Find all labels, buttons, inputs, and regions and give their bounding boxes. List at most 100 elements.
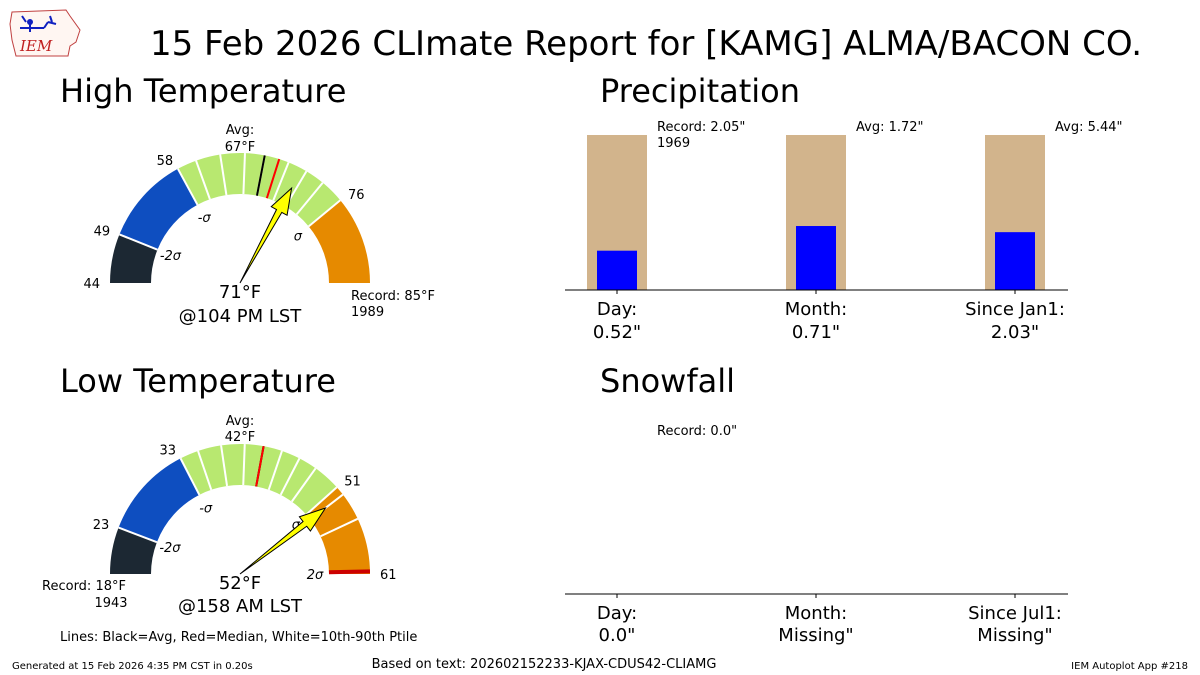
category-label: Day: [597,299,637,320]
gauge-band-blue [119,168,198,250]
observed-bar [995,232,1035,290]
category-label: Month: [785,299,847,320]
gauge-tick-label: 51 [344,475,361,490]
category-value: 0.52" [593,322,641,343]
sigma-label: -2σ [160,249,182,264]
category-value: Missing" [977,625,1052,646]
median-line [255,445,265,487]
gauge-tick-label: 33 [159,443,176,458]
snowfall-bars [616,594,1016,598]
high-temp-gauge-bands [110,153,370,283]
sigma-label: σ [294,229,303,244]
high-temp-avg-value: 67°F [225,140,256,155]
precipitation-bars [587,135,1045,294]
low-temp-avg-value: 42°F [225,430,256,445]
high-temp-needle [239,186,293,284]
reference-label: Record: 0.0" [657,424,737,439]
high-temp-record-year: 1989 [351,305,384,320]
percentile-line [267,450,283,491]
record-marker [328,569,371,575]
percentile-line [197,450,213,491]
snowfall-title: Snowfall [600,362,735,400]
gauge-tick-label: 61 [380,568,397,583]
percentile-line [320,517,359,538]
gauge-tick-label: 23 [93,518,110,533]
percentile-line [272,162,290,201]
percentile-line [220,445,229,487]
low-temp-time: @158 AM LST [178,596,303,617]
gauge-band-blue [118,458,200,543]
page-title: 15 Feb 2026 CLImate Report for [KAMG] AL… [150,24,1142,64]
reference-label: Record: 2.05" [657,120,745,135]
category-label: Day: [597,603,637,624]
gauge-tick-label: 58 [157,154,174,169]
band-divider [305,486,338,516]
percentile-line [195,160,211,200]
weather-station-icon [20,15,57,32]
avg-line [255,155,266,196]
category-value: 0.0" [599,625,636,646]
category-value: Missing" [778,625,853,646]
reference-label: Avg: 5.44" [1055,120,1123,135]
gauge-band-orange [308,200,370,283]
gauge-tick-label: 49 [94,225,111,240]
high-temp-value: 71°F [219,282,261,303]
needle-arrow [239,186,293,284]
category-label: Since Jan1: [965,299,1065,320]
sigma-label: -2σ [159,541,181,556]
percentile-line [219,154,228,196]
category-value: 2.03" [991,322,1039,343]
footer-app: IEM Autoplot App #218 [1071,661,1188,672]
category-value: 0.71" [792,322,840,343]
low-temp-gauge-ticks: 23 33 51 61 -2σ -σ σ 2σ [93,443,397,583]
snowfall-labels: Record: 0.0"Day:0.0"Month:Missing"Since … [597,424,1062,646]
category-label: Since Jul1: [968,603,1062,624]
station-dot-icon [27,19,33,25]
percentile-line [290,467,317,503]
percentile-line [295,182,324,215]
band-divider [177,168,199,206]
band-divider [119,233,158,251]
low-temp-avg-label: Avg: [226,414,254,429]
precipitation-labels: Record: 2.05"1969 Day:0.52" Avg: 1.72" Mont… [593,120,1123,343]
sigma-label: σ [292,518,301,533]
gauge-band-dark [110,527,157,574]
reference-label: Avg: 1.72" [856,120,924,135]
high-temp-panel: High Temperature 44 49 58 76 -2σ -σ σ Avg: 67°… [60,72,435,327]
iem-logo: IEM [9,9,81,57]
logo-text: IEM [19,37,53,55]
precipitation-panel: Precipitation Record: 2.05"1969 Day:0.52"… [565,72,1123,343]
band-divider [179,457,201,496]
low-temp-needle [239,507,327,575]
gauge-tick-label: 44 [83,277,100,292]
high-temp-time: @104 PM LST [179,306,303,327]
reference-year: 1969 [657,136,690,151]
percentile-line [242,444,246,486]
snowfall-panel: Snowfall Record: 0.0"Day:0.0"Month:Missi… [565,362,1068,646]
median-line [265,158,281,199]
band-divider [308,199,341,228]
low-temp-value: 52°F [219,573,261,594]
gauge-tick-label: 76 [348,188,365,203]
needle-arrow [239,507,327,575]
low-temp-title: Low Temperature [60,362,336,400]
high-temp-record: Record: 85°F [351,289,435,304]
sigma-label: -σ [199,501,213,516]
footer-source: Based on text: 202602152233-KJAX-CDUS42-… [372,657,717,672]
gauge-band-dark [110,234,158,283]
high-temp-gauge-ticks: 44 49 58 76 -2σ -σ σ [83,153,365,292]
legend-note: Lines: Black=Avg, Red=Median, White=10th… [60,630,417,645]
precipitation-title: Precipitation [600,72,800,110]
low-temp-record-year: 1943 [94,596,127,611]
low-temp-record: Record: 18°F [42,579,126,594]
percentile-line [279,457,301,496]
low-temp-panel: Low Temperature 23 33 51 61 -2σ -σ σ 2σ Avg: 42… [42,362,397,617]
sigma-label: 2σ [307,568,324,583]
low-temp-gauge-bands [110,444,370,574]
percentile-line [242,153,246,195]
category-label: Month: [785,603,847,624]
sigma-label: -σ [198,211,212,226]
high-temp-title: High Temperature [60,72,346,110]
observed-bar [597,250,637,290]
